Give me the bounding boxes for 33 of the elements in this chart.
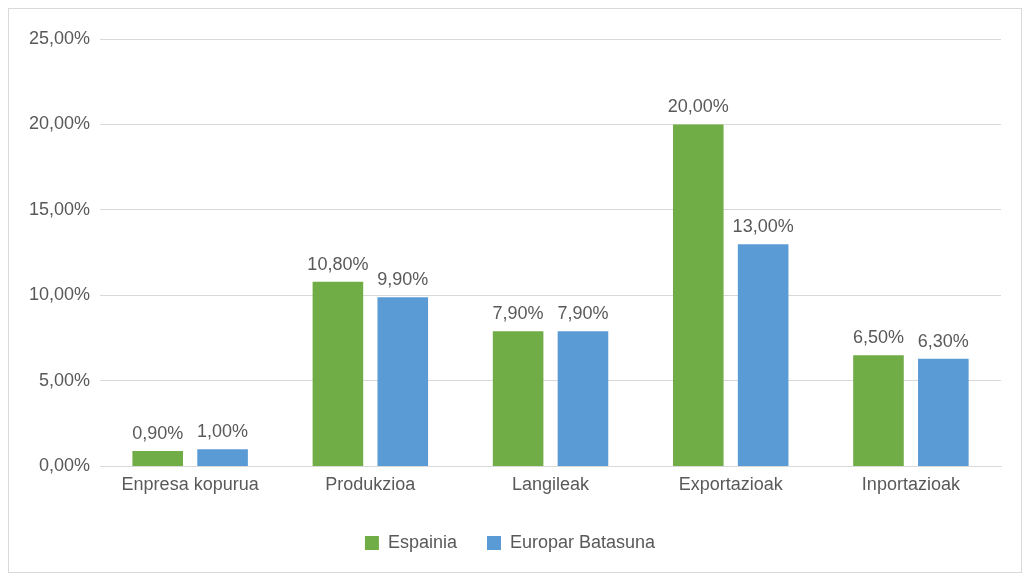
data-label: 7,90% (492, 303, 544, 324)
data-label: 10,80% (307, 253, 369, 274)
y-tick-label: 15,00% (28, 198, 91, 219)
x-tick-label: Langileak (511, 474, 591, 495)
data-label: 20,00% (667, 96, 729, 117)
bar (197, 449, 248, 466)
bar (557, 331, 609, 466)
data-label: 6,50% (852, 327, 904, 348)
data-label: 1,00% (197, 421, 249, 442)
bar (672, 124, 724, 466)
bar (918, 358, 969, 466)
data-label: 0,90% (132, 422, 184, 443)
bar (737, 244, 789, 466)
x-tick-label: Inportazioak (861, 474, 961, 495)
data-label: 13,00% (732, 216, 794, 237)
x-tick-label: Enpresa kopurua (121, 474, 260, 495)
x-tick-label: Exportazioak (678, 474, 784, 495)
data-label: 7,90% (557, 303, 609, 324)
x-tick-label: Produkzioa (325, 474, 417, 495)
data-label: 9,90% (377, 269, 429, 290)
bar (312, 281, 364, 466)
y-tick-label: 10,00% (28, 284, 91, 305)
y-tick-label: 25,00% (28, 27, 91, 48)
bar (853, 355, 904, 466)
bar (377, 297, 429, 466)
legend-label: Europar Batasuna (509, 531, 657, 552)
y-tick-label: 20,00% (28, 113, 91, 134)
y-tick-label: 0,00% (39, 455, 91, 476)
data-label: 6,30% (917, 330, 969, 351)
bar (132, 451, 184, 466)
y-tick-label: 5,00% (39, 369, 91, 390)
legend-label: Espainia (387, 531, 458, 552)
bar (492, 331, 544, 466)
